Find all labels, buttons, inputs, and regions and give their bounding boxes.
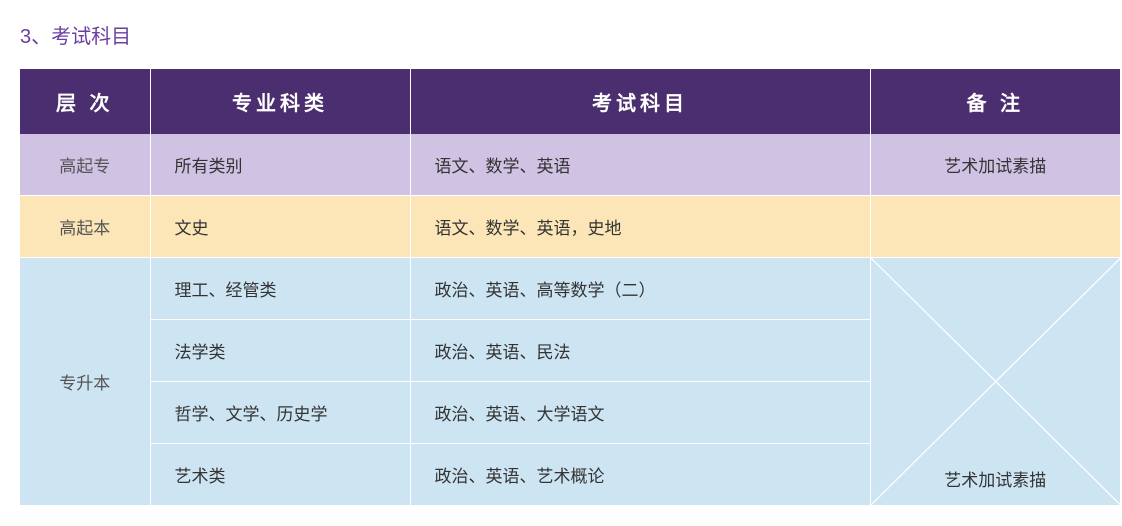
cell-major: 艺术类 xyxy=(150,444,410,506)
exam-subjects-table: 层 次 专业科类 考试科目 备 注 高起专 所有类别 语文、数学、英语 艺术加试… xyxy=(20,69,1120,506)
cell-major: 法学类 xyxy=(150,320,410,382)
cell-level: 专升本 xyxy=(20,258,150,506)
cell-note-diag: 艺术加试素描 xyxy=(870,258,1120,506)
cell-level: 高起专 xyxy=(20,134,150,196)
cell-subject: 政治、英语、民法 xyxy=(410,320,870,382)
table-row: 专升本 理工、经管类 政治、英语、高等数学（二） 艺术加试素描 xyxy=(20,258,1120,320)
cell-subject: 政治、英语、高等数学（二） xyxy=(410,258,870,320)
note-diag-text: 艺术加试素描 xyxy=(871,466,1121,491)
cell-subject: 政治、英语、大学语文 xyxy=(410,382,870,444)
cell-major: 所有类别 xyxy=(150,134,410,196)
cell-major: 文史 xyxy=(150,196,410,258)
cell-major: 理工、经管类 xyxy=(150,258,410,320)
cell-subject: 政治、英语、艺术概论 xyxy=(410,444,870,506)
header-subject: 考试科目 xyxy=(410,69,870,134)
cell-note xyxy=(870,196,1120,258)
table-header: 层 次 专业科类 考试科目 备 注 xyxy=(20,69,1120,134)
cell-major: 哲学、文学、历史学 xyxy=(150,382,410,444)
header-major: 专业科类 xyxy=(150,69,410,134)
header-note: 备 注 xyxy=(870,69,1120,134)
cell-note: 艺术加试素描 xyxy=(870,134,1120,196)
table-row: 高起专 所有类别 语文、数学、英语 艺术加试素描 xyxy=(20,134,1120,196)
cell-subject: 语文、数学、英语 xyxy=(410,134,870,196)
cell-subject: 语文、数学、英语，史地 xyxy=(410,196,870,258)
table-row: 高起本 文史 语文、数学、英语，史地 xyxy=(20,196,1120,258)
cell-level: 高起本 xyxy=(20,196,150,258)
header-level: 层 次 xyxy=(20,69,150,134)
section-title: 3、考试科目 xyxy=(20,20,1102,49)
